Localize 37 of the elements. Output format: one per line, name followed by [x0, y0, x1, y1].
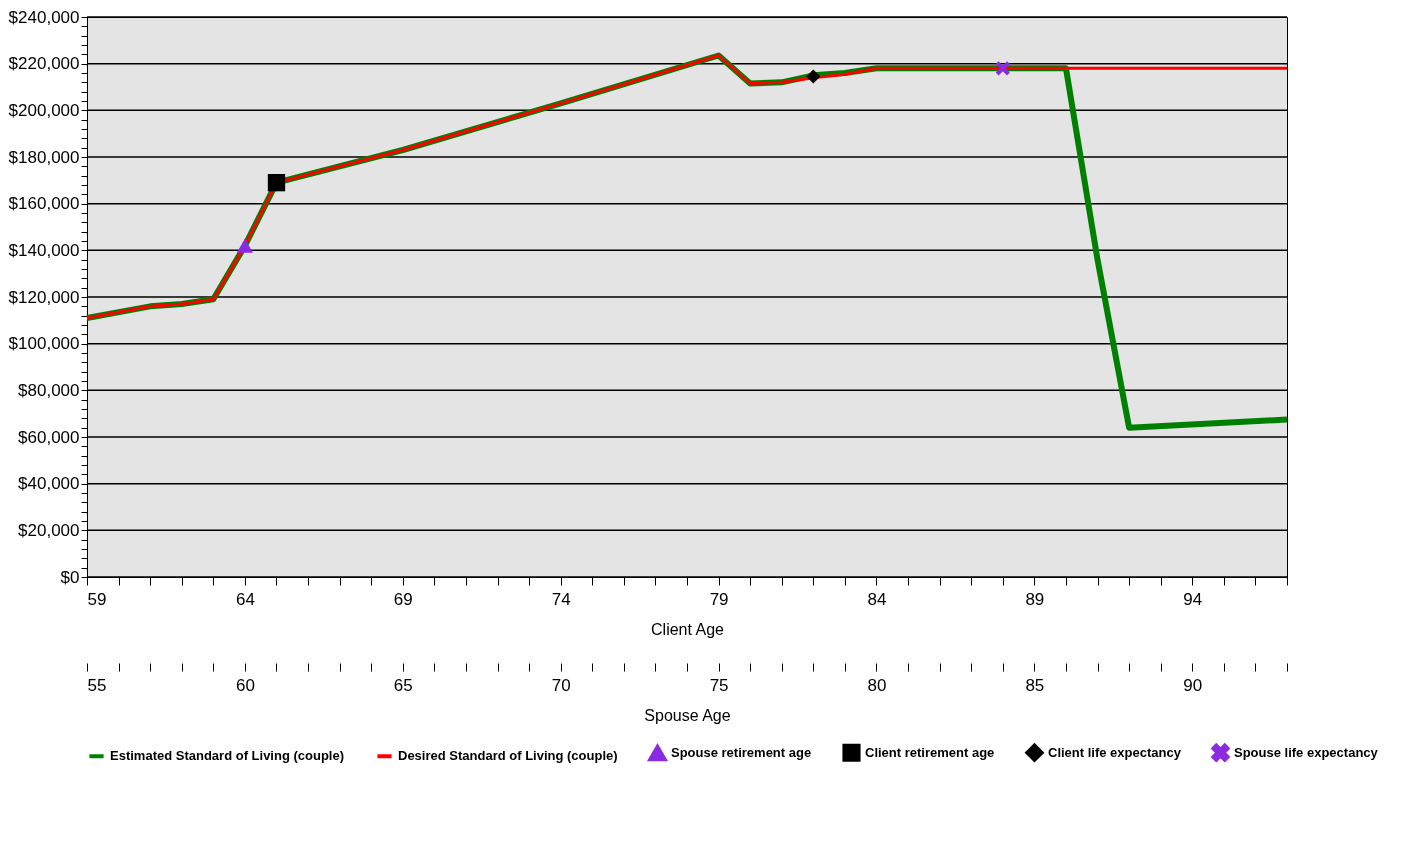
y-tick-label: $200,000: [8, 100, 80, 120]
x-tick-label: 89: [1025, 589, 1045, 609]
y-tick-label: $140,000: [8, 240, 80, 260]
legend-label: Spouse retirement age: [671, 745, 812, 761]
x-tick-label: 69: [393, 589, 413, 609]
y-tick-label: $60,000: [18, 427, 80, 447]
x2-axis-title: Spouse Age: [644, 706, 731, 724]
x-axis-title: Client Age: [651, 620, 725, 638]
y-tick-label: $0: [60, 567, 80, 587]
x2-tick-label: 65: [393, 675, 413, 695]
legend-label: Spouse life expectancy: [1234, 744, 1379, 760]
y-tick-label: $20,000: [18, 520, 80, 540]
y-tick-label: $40,000: [18, 474, 80, 494]
y-tick-label: $180,000: [8, 147, 80, 167]
x-tick-label: 59: [87, 589, 107, 609]
y-tick-label: $220,000: [8, 54, 80, 74]
x-tick-label: 64: [235, 589, 255, 609]
x2-tick-label: 70: [551, 675, 571, 695]
x-tick-label: 94: [1183, 589, 1203, 609]
x2-tick-label: 90: [1183, 675, 1203, 695]
x-tick-label: 84: [867, 589, 887, 609]
y-tick-label: $120,000: [8, 287, 80, 307]
x2-tick-label: 80: [867, 675, 887, 695]
legend-label: Client life expectancy: [1048, 744, 1182, 760]
y-tick-label: $240,000: [8, 7, 80, 27]
x2-tick-label: 55: [87, 675, 107, 695]
legend-label: Estimated Standard of Living (couple): [110, 748, 345, 764]
x-tick-label: 79: [709, 589, 729, 609]
y-tick-label: $100,000: [8, 334, 80, 354]
x2-tick-label: 60: [235, 675, 255, 695]
legend-label: Client retirement age: [865, 744, 995, 760]
y-tick-label: $80,000: [18, 380, 80, 400]
x-tick-label: 74: [551, 589, 571, 609]
legend-label: Desired Standard of Living (couple): [398, 748, 618, 764]
x2-tick-label: 75: [709, 675, 729, 695]
x2-tick-label: 85: [1025, 675, 1045, 695]
y-tick-label: $160,000: [8, 194, 80, 214]
